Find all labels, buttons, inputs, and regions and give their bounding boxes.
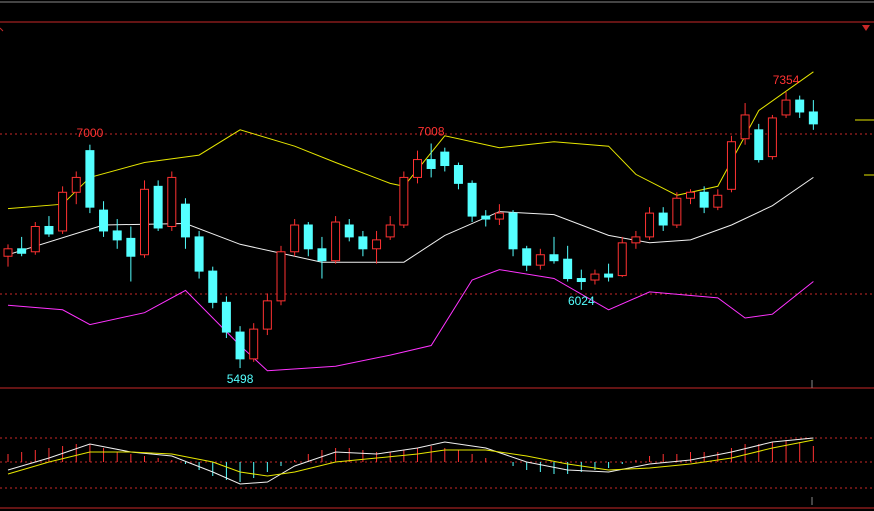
candle-body [740, 114, 750, 140]
candle-body [235, 331, 245, 360]
candle-body [167, 176, 177, 227]
candle-body [604, 273, 614, 278]
candle-body [180, 203, 190, 238]
candle-body [208, 270, 218, 303]
candle-body [549, 254, 559, 262]
macd-line [7, 437, 814, 485]
candle-body [645, 212, 655, 238]
candle-body [672, 197, 682, 226]
candle-body [781, 99, 791, 116]
low-label: 5498 [227, 372, 254, 386]
candle-body [358, 236, 368, 250]
candle-body [44, 225, 54, 235]
candle-body [440, 151, 450, 167]
candle-body [467, 182, 477, 217]
candle-body [767, 117, 777, 158]
candle-body [726, 141, 736, 190]
candle-body [590, 273, 600, 281]
candle-body [153, 185, 163, 229]
candle-body [686, 191, 695, 199]
candle-body [17, 248, 27, 254]
candle-body [249, 328, 259, 360]
candle-body [58, 191, 68, 232]
high-label: 7008 [418, 125, 445, 139]
candle-body [276, 251, 286, 302]
candle-body [453, 165, 463, 184]
candle-body [30, 225, 40, 253]
candle-body [262, 300, 272, 330]
candle-body [221, 301, 231, 333]
candle-body [399, 176, 409, 226]
candle-body [303, 224, 313, 250]
candle-body [631, 236, 641, 244]
candle-body [754, 129, 764, 161]
low-label: 6024 [568, 294, 595, 308]
marker [0, 27, 4, 32]
candle-body [317, 248, 327, 262]
high-label: 7000 [77, 126, 104, 140]
candle-body [795, 99, 805, 113]
candle-body [508, 212, 518, 250]
candle-body [71, 176, 81, 193]
candle-body [563, 258, 573, 280]
candle-body [413, 159, 422, 178]
candle-body [99, 209, 109, 232]
candle-body [481, 215, 491, 220]
candle-body [658, 212, 668, 226]
candle-body [140, 188, 149, 256]
candle-body [617, 242, 627, 277]
candle-body [535, 254, 545, 266]
candle-body [290, 224, 300, 253]
candle-body [522, 248, 532, 266]
candle-body [808, 111, 818, 125]
candle-body [494, 212, 504, 220]
candle-body [385, 224, 395, 238]
candle-body [331, 221, 341, 262]
candle-body [194, 236, 204, 272]
candle-body [344, 224, 354, 238]
candle-body [713, 194, 723, 208]
candle-body [85, 150, 95, 208]
candle-body [426, 159, 436, 169]
candle-body [112, 230, 122, 241]
candle-body [576, 278, 586, 283]
candle-body [126, 237, 136, 257]
high-label: 7354 [773, 73, 800, 87]
candle-body [372, 239, 382, 250]
candle-body [699, 191, 709, 208]
band-line [7, 269, 814, 372]
marker [862, 25, 870, 31]
macd-line [7, 439, 814, 477]
candle-body [3, 248, 13, 257]
